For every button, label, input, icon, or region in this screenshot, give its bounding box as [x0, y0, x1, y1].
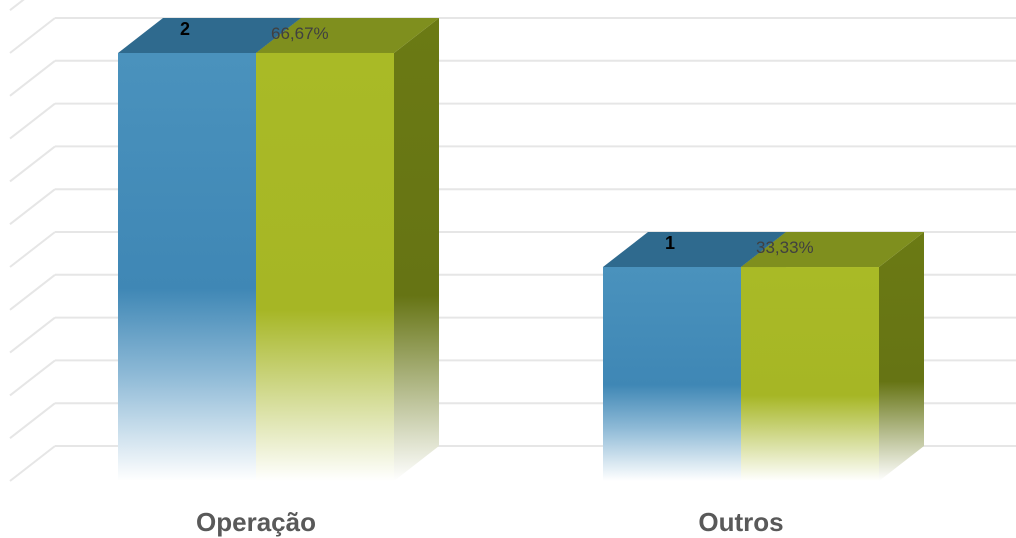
bar-percent-2: [741, 232, 924, 481]
gridline-depth: [10, 18, 55, 53]
data-label-percent: 33,33%: [756, 238, 814, 257]
data-label-count: 1: [665, 233, 675, 253]
category-labels: Operação Outros: [196, 507, 784, 537]
bar-front-face: [118, 53, 256, 481]
gridline-depth: [10, 146, 55, 181]
category-label: Outros: [698, 507, 783, 537]
gridline-depth: [10, 104, 55, 139]
gridline-depth: [10, 403, 55, 438]
bar-front-face: [603, 267, 741, 481]
bar-side-face: [394, 18, 439, 481]
gridline-depth: [10, 0, 55, 10]
bar-front-face: [741, 267, 879, 481]
bar-percent-1: [256, 18, 439, 481]
gridline-depth: [10, 232, 55, 267]
bar-front-face: [256, 53, 394, 481]
bar-side-face: [879, 232, 924, 481]
gridline-depth: [10, 61, 55, 96]
data-label-percent: 66,67%: [271, 24, 329, 43]
gridline-depth: [10, 318, 55, 353]
gridline-depth: [10, 360, 55, 395]
gridline-depth: [10, 189, 55, 224]
gridline-depth: [10, 446, 55, 481]
category-label: Operação: [196, 507, 316, 537]
data-label-count: 2: [180, 19, 190, 39]
gridline-depth: [10, 275, 55, 310]
